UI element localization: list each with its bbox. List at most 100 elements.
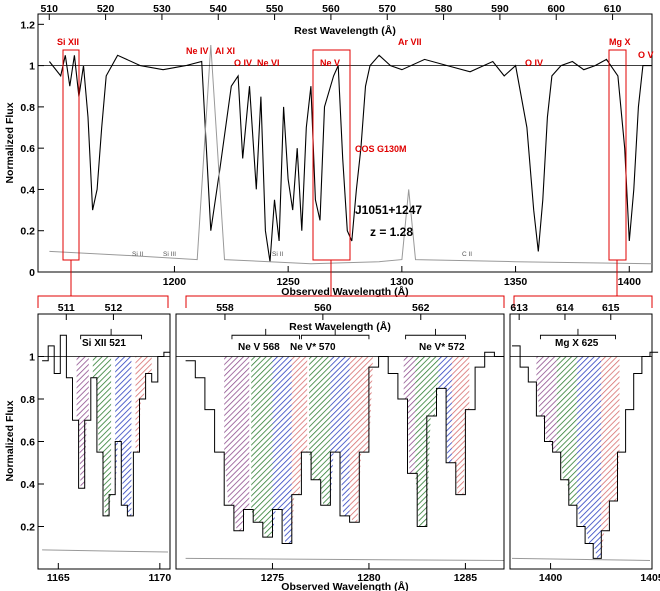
- top-tick-label-610: 610: [604, 3, 622, 15]
- top-tick-label-512: 512: [105, 302, 123, 314]
- component-fill-2: [272, 356, 292, 544]
- component-fill-4: [309, 356, 331, 506]
- ne-v-x-ticks: 1275 1280 1285: [261, 563, 477, 584]
- component-fill-3: [601, 356, 620, 559]
- y-tick-label-0.8: 0.8: [20, 102, 35, 114]
- x-tick-label-1285: 1285: [454, 572, 478, 584]
- x-tick-label-1275: 1275: [261, 572, 285, 584]
- y-tick-label-0: 0: [29, 267, 35, 279]
- top-tick-label-600: 600: [547, 3, 565, 15]
- ne-v-component-label-570: Ne V* 570: [290, 342, 336, 353]
- mg-x-component-label: Mg X 625: [555, 338, 599, 349]
- zoom-x-axis-label: Observed Wavelength (Å): [281, 580, 408, 591]
- series-flux: [48, 54, 652, 262]
- zoom-panel-mg-x: 1400 1405 613 614 615 Mg X 625: [509, 302, 660, 584]
- x-tick-label-1250: 1250: [276, 276, 300, 288]
- ion-label-si-xii: Si XII: [57, 37, 79, 47]
- overview-panel: 1200 1250 1300 1350 1400 0 0.2 0.4 0.6 0.8 1 1.2 5…: [4, 3, 654, 298]
- zoom-y-tick-label-0.2: 0.2: [20, 522, 35, 534]
- component-fill-10: [451, 356, 470, 495]
- ion-label-ne-iv: Ne IV: [186, 46, 209, 56]
- si-xii-component-markers: [80, 328, 143, 340]
- ne-v-component-markers: [231, 328, 466, 340]
- zoom-y-ticks: 0.2 0.4 0.6 0.8 1: [20, 352, 44, 534]
- ion-label-mg-x: Mg X: [609, 37, 631, 47]
- zoom-y-tick-label-0.8: 0.8: [20, 394, 35, 406]
- series-flux: [42, 334, 170, 517]
- top-tick-label-614: 614: [556, 302, 574, 314]
- component-fill-0: [224, 356, 250, 531]
- ne-v-component-fills: [224, 356, 470, 544]
- component-fill-0: [536, 356, 557, 453]
- highlight-box-mg-x: [608, 49, 627, 261]
- ion-label-ne-vi: Ne VI: [257, 58, 280, 68]
- series-flux: [185, 351, 504, 544]
- ion-label-ne-v: Ne V: [320, 58, 340, 68]
- x-tick-label-1170: 1170: [148, 572, 171, 584]
- zoom-y-axis-label: Normalized Flux: [4, 400, 16, 481]
- top-tick-label-560: 560: [322, 3, 340, 15]
- top-tick-label-590: 590: [491, 3, 509, 15]
- galactic-label-si-iii: Si III: [163, 251, 176, 258]
- component-fill-5: [330, 356, 350, 516]
- top-tick-label-558: 558: [216, 302, 234, 314]
- mg-x-frame: [509, 313, 653, 570]
- ne-v-component-label-572: Ne V* 572: [419, 342, 465, 353]
- ne-v-frame: [175, 313, 505, 570]
- overview-x-ticks: 1200 1250 1300 1350 1400: [163, 266, 641, 288]
- overview-y-ticks: 0 0.2 0.4 0.6 0.8 1 1.2: [20, 19, 44, 279]
- top-tick-label-580: 580: [435, 3, 453, 15]
- galactic-label-c-ii: C II: [462, 251, 472, 258]
- ion-label-ar-vii: Ar VII: [398, 37, 422, 47]
- top-tick-label-615: 615: [602, 302, 620, 314]
- ne-v-top-ticks: 558 560 562: [216, 302, 430, 320]
- x-tick-label-1200: 1200: [163, 276, 187, 288]
- zoom-y-tick-label-0.6: 0.6: [20, 437, 35, 449]
- series-error: [511, 557, 651, 561]
- x-tick-label-1350: 1350: [504, 276, 528, 288]
- overview-top-axis-label: Rest Wavelength (Å): [294, 24, 396, 37]
- overview-top-ticks: 510 520 530 540 550 560 570 580 590 600 610: [41, 3, 622, 20]
- zoom-connectors: [37, 260, 653, 308]
- component-fill-6: [349, 356, 373, 523]
- instrument-label: COS G130M: [355, 144, 407, 154]
- x-tick-label-1280: 1280: [357, 572, 381, 584]
- galactic-label-si-ii: Si II: [132, 251, 143, 258]
- mg-x-component-fills: [536, 356, 620, 559]
- y-tick-label-0.4: 0.4: [20, 184, 35, 196]
- y-tick-label-1: 1: [29, 61, 35, 73]
- top-tick-label-613: 613: [510, 302, 528, 314]
- y-tick-label-1.2: 1.2: [20, 19, 35, 31]
- zoom-y-tick-label-0.4: 0.4: [20, 479, 35, 491]
- x-tick-label-1165: 1165: [47, 572, 70, 584]
- component-bracket-1: [300, 334, 370, 340]
- y-tick-label-0.6: 0.6: [20, 143, 35, 155]
- ne-v-top-axis-label: Rest Wavelength (Å): [289, 320, 391, 333]
- x-tick-label-1400: 1400: [618, 276, 642, 288]
- y-tick-label-0.2: 0.2: [20, 226, 35, 238]
- overview-y-axis-label: Normalized Flux: [4, 102, 16, 183]
- component-fill-1: [92, 356, 112, 516]
- top-tick-label-511: 511: [58, 302, 75, 314]
- zoom-y-tick-label-1: 1: [29, 352, 35, 364]
- si-xii-top-ticks: 511 512: [58, 302, 123, 320]
- component-fill-2: [576, 356, 602, 559]
- ion-label-al-xi: Al XI: [215, 46, 235, 56]
- overview-series: [38, 44, 653, 265]
- ion-label-o-iv: O IV: [234, 58, 252, 68]
- x-tick-label-1300: 1300: [390, 276, 414, 288]
- top-tick-label-562: 562: [412, 302, 430, 314]
- mg-x-component-markers: [539, 328, 616, 340]
- zoom-panel-ne-v: 1275 1280 1285 558 560 562 Rest Wavelength (…: [175, 302, 505, 584]
- component-bracket-0: [231, 334, 300, 340]
- series-error: [42, 549, 169, 553]
- mg-x-x-ticks: 1400 1405: [539, 563, 660, 584]
- series-error: [185, 557, 505, 561]
- object-label: J1051+1247: [355, 203, 422, 217]
- redshift-label: z = 1.28: [370, 225, 413, 239]
- x-tick-label-1405: 1405: [640, 572, 660, 584]
- top-tick-label-540: 540: [209, 3, 227, 15]
- galactic-label-si-ii-2: Si II: [272, 251, 283, 258]
- top-tick-label-520: 520: [97, 3, 115, 15]
- si-xii-component-fills: [76, 356, 152, 516]
